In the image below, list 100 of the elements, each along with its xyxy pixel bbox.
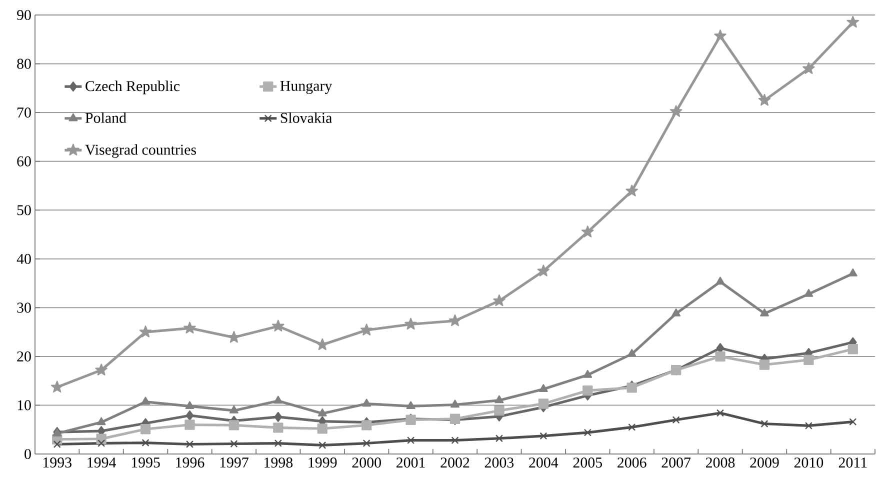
- y-tick-label: 30: [17, 302, 31, 313]
- point: [450, 400, 460, 408]
- point: [760, 308, 769, 316]
- x-tick-label: 1997: [220, 458, 248, 468]
- point: [540, 432, 548, 440]
- point: [804, 354, 814, 365]
- y-tick-label: 90: [17, 10, 31, 20]
- point: [716, 409, 724, 417]
- point: [538, 384, 548, 392]
- point: [846, 16, 860, 28]
- x-tick-label: 2009: [750, 458, 779, 468]
- point: [760, 420, 768, 428]
- point: [407, 436, 415, 444]
- point: [802, 62, 815, 74]
- x-tick-label: 2011: [838, 458, 867, 468]
- point: [848, 344, 858, 354]
- y-tick-label: 50: [17, 205, 31, 216]
- x-tick-label: 2010: [794, 458, 824, 468]
- point: [186, 410, 194, 421]
- point: [716, 276, 725, 285]
- y-tick-label: 20: [17, 351, 31, 362]
- point: [95, 364, 108, 376]
- point: [451, 436, 459, 444]
- x-tick-label: 2001: [396, 458, 425, 468]
- point: [272, 320, 284, 332]
- legend-label: Poland: [85, 112, 126, 123]
- point: [139, 326, 152, 338]
- point: [494, 395, 504, 404]
- y-tick-label: 70: [18, 108, 31, 118]
- point: [274, 412, 282, 422]
- x-tick-label: 2002: [440, 458, 470, 468]
- x-tick-label: 1994: [88, 458, 116, 468]
- point: [362, 420, 372, 430]
- x-tick-label: 1993: [43, 458, 72, 468]
- point: [273, 422, 284, 433]
- y-tick-label: 10: [18, 400, 31, 410]
- point: [537, 264, 550, 276]
- point: [626, 184, 638, 196]
- point: [406, 401, 416, 410]
- point: [448, 314, 462, 326]
- point: [362, 440, 370, 448]
- point: [849, 418, 857, 426]
- y-tick-label: 60: [17, 156, 31, 166]
- legend-label: Czech Republic: [86, 80, 180, 94]
- point: [186, 440, 194, 448]
- x-tick-label: 1998: [264, 458, 293, 468]
- x-tick-label: 2004: [529, 458, 558, 468]
- point: [318, 408, 327, 416]
- point: [804, 422, 812, 430]
- point: [495, 434, 503, 442]
- point: [185, 401, 194, 410]
- point: [628, 423, 636, 431]
- y-tick-label: 0: [24, 448, 31, 460]
- point: [672, 308, 681, 316]
- x-tick-label: 2007: [662, 458, 691, 468]
- x-tick-label: 2006: [618, 458, 646, 468]
- y-tick-label: 80: [17, 58, 31, 69]
- point: [318, 441, 326, 449]
- point: [759, 360, 770, 370]
- point: [404, 318, 417, 330]
- x-tick-label: 1996: [176, 458, 204, 468]
- x-tick-label: 2005: [573, 458, 602, 468]
- legend-label: Slovakia: [280, 112, 332, 123]
- point: [96, 417, 106, 426]
- point: [274, 440, 282, 448]
- y-tick-label: 40: [16, 254, 31, 264]
- point: [627, 348, 636, 357]
- point: [581, 226, 594, 238]
- point: [141, 396, 150, 405]
- point: [53, 440, 61, 448]
- point: [714, 30, 726, 42]
- point: [317, 424, 328, 434]
- point: [140, 424, 151, 434]
- point: [494, 406, 504, 416]
- point: [98, 440, 106, 448]
- point: [142, 439, 150, 447]
- x-tick-label: 2003: [484, 458, 514, 468]
- point: [804, 288, 814, 297]
- point: [583, 370, 592, 378]
- point: [184, 322, 196, 334]
- point: [715, 351, 726, 362]
- x-tick-label: 1999: [308, 458, 337, 468]
- point: [584, 428, 592, 436]
- point: [228, 420, 240, 430]
- point: [672, 416, 680, 424]
- point: [670, 105, 682, 117]
- point: [184, 420, 195, 430]
- point: [50, 380, 64, 392]
- point: [493, 294, 506, 306]
- x-tick-label: 1995: [132, 458, 160, 468]
- legend-label: Hungary: [280, 80, 332, 94]
- point: [274, 396, 283, 404]
- point: [758, 94, 771, 106]
- point: [538, 398, 549, 409]
- point: [229, 406, 238, 414]
- x-tick-label: 2000: [352, 458, 381, 468]
- x-tick-label: 2008: [706, 458, 735, 468]
- point: [362, 398, 372, 407]
- legend-label: Visegrad countries: [85, 144, 196, 158]
- point: [230, 440, 238, 448]
